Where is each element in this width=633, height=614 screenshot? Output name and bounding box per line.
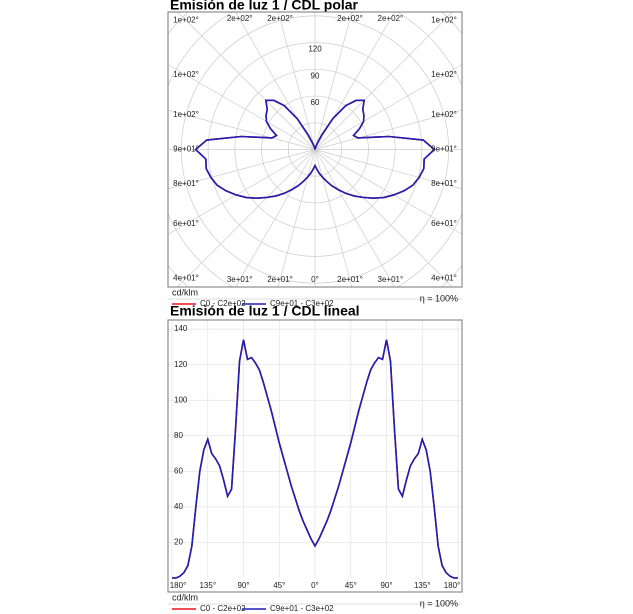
series-line	[194, 99, 436, 199]
chart-title: Emisión de luz 1 / CDL polar	[170, 0, 359, 13]
angle-tick-label: 2e+02°	[337, 14, 363, 23]
grid-spoke	[314, 109, 462, 150]
angle-tick-label: 1e+02°	[431, 16, 457, 25]
y-tick-label: 140	[174, 324, 188, 333]
angle-tick-label: 8e+01°	[431, 179, 457, 188]
y-tick-label: 100	[174, 395, 188, 404]
angle-tick-label: 4e+01°	[173, 274, 199, 283]
angle-tick-label: 6e+01°	[431, 219, 457, 228]
x-tick-label: 180°	[444, 581, 461, 590]
angle-tick-label: 3e+01°	[378, 275, 404, 284]
radial-tick-label: 120	[308, 45, 322, 54]
x-tick-label: 45°	[345, 581, 357, 590]
angle-tick-label: 9e+01°	[173, 145, 199, 154]
grid-spoke	[168, 109, 316, 150]
plot-frame	[167, 11, 463, 288]
radial-tick-label: 60	[311, 98, 320, 107]
legend-label: C9e+01 - C3e+02	[270, 299, 334, 308]
efficiency-label: η = 100%	[420, 598, 458, 608]
angle-tick-label: 2e+01°	[337, 275, 363, 284]
chart-title: Emisión de luz 1 / CDL lineal	[170, 303, 360, 319]
unit-label: cd/klm	[172, 592, 198, 602]
angle-tick-label: 2e+01°	[267, 275, 293, 284]
grid-spoke	[235, 149, 316, 287]
grid-spoke	[277, 12, 316, 150]
grid-spoke	[168, 149, 316, 190]
angle-tick-label: 6e+01°	[173, 219, 199, 228]
grid-spoke	[314, 149, 395, 287]
grid-spoke	[168, 64, 316, 150]
grid-spoke	[314, 64, 462, 150]
angle-tick-label: 4e+01°	[431, 274, 457, 283]
y-tick-label: 80	[174, 431, 183, 440]
x-tick-label: 135°	[414, 581, 431, 590]
grid-spoke	[314, 149, 453, 287]
angle-tick-label: 0°	[311, 275, 319, 284]
plot-frame	[167, 319, 463, 593]
plot-area	[168, 320, 462, 579]
series-line	[172, 339, 458, 579]
y-tick-label: 60	[174, 466, 183, 475]
angle-tick-label: 8e+01°	[173, 179, 199, 188]
radial-tick-label: 90	[311, 71, 320, 80]
legend-label: C0 - C2e+02	[200, 299, 246, 308]
grid-spoke	[314, 12, 453, 150]
plot-area	[168, 12, 462, 287]
x-tick-label: 90°	[237, 581, 249, 590]
grid-spoke	[314, 149, 353, 287]
x-tick-label: 0°	[311, 581, 319, 590]
angle-tick-label: 1e+02°	[431, 110, 457, 119]
x-tick-label: 135°	[199, 581, 216, 590]
x-tick-label: 180°	[170, 581, 187, 590]
y-tick-label: 20	[174, 538, 183, 547]
legend-label: C9e+01 - C3e+02	[270, 604, 334, 613]
angle-tick-label: 2e+02°	[267, 14, 293, 23]
x-tick-label: 45°	[273, 581, 285, 590]
grid-spoke	[168, 149, 316, 235]
grid-spoke	[177, 12, 316, 150]
angle-tick-label: 1e+02°	[173, 16, 199, 25]
grid-spoke	[235, 12, 316, 150]
grid-spoke	[277, 149, 316, 287]
grid-spoke	[314, 149, 462, 190]
angle-tick-label: 2e+02°	[378, 14, 404, 23]
angle-tick-label: 9e+01°	[431, 145, 457, 154]
angle-tick-label: 1e+02°	[431, 70, 457, 79]
y-tick-label: 40	[174, 502, 183, 511]
unit-label: cd/klm	[172, 287, 198, 297]
legend-label: C0 - C2e+02	[200, 604, 246, 613]
angle-tick-label: 3e+01°	[227, 275, 253, 284]
grid-spoke	[314, 149, 462, 235]
grid-spoke	[314, 12, 353, 150]
efficiency-label: η = 100%	[420, 293, 458, 303]
y-tick-label: 120	[174, 360, 188, 369]
angle-tick-label: 2e+02°	[227, 14, 253, 23]
angle-tick-label: 1e+02°	[173, 70, 199, 79]
x-tick-label: 90°	[380, 581, 392, 590]
angle-tick-label: 1e+02°	[173, 110, 199, 119]
grid-spoke	[314, 12, 395, 150]
